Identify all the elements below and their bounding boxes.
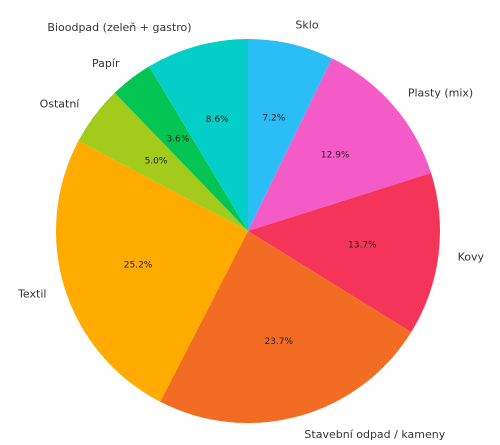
pie-slice-papir (114, 66, 248, 232)
pie-percent-label-ostatni: 5.0% (145, 157, 168, 167)
category-labels-layer: Sklo Plasty (mix) Kovy Stavební odpad / kam… (17, 19, 484, 441)
pie-category-label-textil: Textil (17, 288, 46, 301)
pie-category-label-papir: Papír (92, 57, 120, 70)
pie-percent-label-stavebni-odpad-kameny: 23.7% (264, 337, 293, 347)
pie-slice-plasty-mix (248, 58, 432, 231)
pie-category-label-kovy: Kovy (458, 251, 485, 264)
pie-slice-kovy (248, 173, 441, 333)
pie-slice-stavebni-odpad-kameny (160, 231, 412, 423)
pie-percent-label-textil: 25.2% (124, 260, 153, 270)
slices-layer (56, 39, 441, 423)
pie-percent-label-kovy: 13.7% (348, 240, 377, 250)
pie-slice-ostatni (78, 92, 249, 231)
pie-percent-label-sklo: 7.2% (262, 114, 285, 124)
pie-percent-label-bioodpad-zelen-gastro: 8.6% (206, 115, 229, 125)
percent-labels-layer: 7.2% 12.9% 13.7% 23.7% 25.2% 5.0% 3.6% 8.6% (124, 114, 377, 347)
pie-slice-textil (56, 140, 248, 402)
pie-category-label-ostatni: Ostatní (40, 97, 81, 110)
pie-category-label-stavebni-odpad-kameny: Stavební odpad / kameny (304, 428, 445, 441)
pie-slice-sklo (248, 39, 333, 231)
pie-percent-label-plasty-mix: 12.9% (321, 151, 350, 161)
pie-category-label-bioodpad-zelen-gastro: Bioodpad (zeleň + gastro) (47, 21, 191, 34)
pie-category-label-plasty-mix: Plasty (mix) (408, 86, 473, 99)
pie-category-label-sklo: Sklo (295, 19, 318, 32)
pie-slice-bioodpad-zelen-gastro (149, 39, 248, 231)
pie-percent-label-papir: 3.6% (166, 135, 189, 145)
